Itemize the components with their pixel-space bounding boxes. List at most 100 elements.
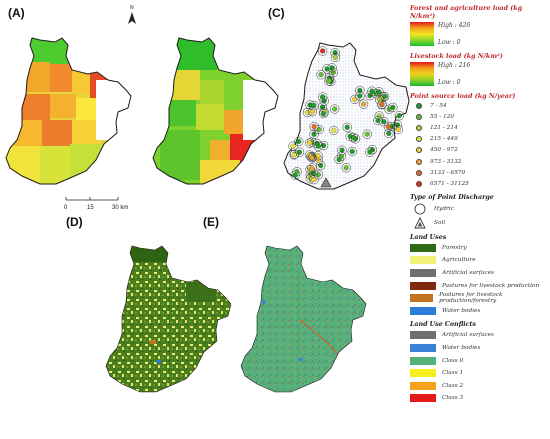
hydric-discharge-ring [290,170,300,180]
hydric-discharge-ring [317,92,328,102]
hydric-discharge-ring [309,129,319,139]
point-source-marker [390,104,396,110]
point-source-marker [352,136,359,142]
point-source-marker [352,96,358,102]
land-use-row: Pastures for livestock production/forest… [410,292,548,305]
hydric-discharge-ring [289,150,299,160]
hydric-discharge-ring [307,153,317,163]
point-source-marker [375,118,381,124]
land-use-row: Water bodies [410,304,548,317]
point-source-marker [320,48,326,54]
conflict-label: Class 3 [442,395,464,402]
hydric-discharge-ring [294,136,304,147]
hydric-discharge-ring [394,111,404,121]
hydric-discharge-ring [377,99,387,109]
point-source-marker [311,124,317,130]
north-arrow-icon [128,12,136,24]
land-use-label: Water bodies [442,307,481,314]
hydric-discharge-ring [379,91,390,102]
point-class-dot [416,102,422,109]
discharge-hydric-label: Hydric [434,205,454,212]
point-source-marker [331,127,337,133]
point-source-marker [315,143,321,149]
point-class-label: 7 - 54 [430,102,447,109]
land-use-label: Agriculture [442,257,476,264]
hydric-discharge-ring [350,134,361,144]
conflict-swatch [410,381,436,390]
conflict-swatch [410,394,436,403]
land-use-row: Artificial surfaces [410,267,548,280]
point-discharge-markers [288,46,404,188]
point-source-marker [349,148,355,155]
point-source-marker [290,143,296,149]
hydric-discharge-ring [365,147,375,157]
point-source-marker [394,122,401,128]
point-source-marker [332,106,338,112]
land-uses-legend-title: Land Uses [410,233,447,241]
point-source-marker [307,140,313,146]
land-use-row: Forestry [410,242,548,255]
panel-label-d: (D) [66,215,83,229]
land-use-label: Artificial surfaces [442,269,494,276]
point-class-row: 215 - 449 [416,134,548,145]
discharge-soil-row: Soil [414,216,548,230]
discharge-soil-label: Soil [434,219,446,226]
conflict-label: Water bodies [442,344,481,351]
hydric-discharge-ring [341,163,351,173]
hydric-discharge-ring [347,146,357,157]
point-class-dot [416,113,422,120]
conflict-label: Class 0 [442,357,464,364]
discharge-hydric-row: Hydric [414,202,548,216]
hydric-discharge-ring [367,145,378,155]
hydric-discharge-ring [358,99,369,109]
maps-canvas: N 0 15 30 km [5,5,410,393]
point-source-marker [324,66,330,72]
point-source-marker [292,172,298,178]
point-class-row: 7 - 54 [416,100,548,111]
point-source-marker [311,131,317,137]
point-source-marker [344,124,350,130]
point-source-marker [318,72,324,78]
hydric-discharge-ring [307,163,317,173]
point-source-marker [369,88,375,94]
point-class-row: 121 - 214 [416,122,548,133]
hydric-discharge-ring [305,164,315,175]
land-use-row: Agriculture [410,254,548,267]
livestock-high: High : 216 [438,62,471,69]
livestock-legend-title: Livestock load (kg N/km²) [410,52,503,60]
point-source-marker [343,165,349,171]
point-source-marker [320,94,326,100]
land-use-label: Forestry [442,244,467,251]
point-source-marker [395,126,401,133]
point-class-dot [416,180,422,187]
conflict-row: Artificial surfaces [410,329,548,342]
point-class-dot [416,147,422,154]
hydric-discharge-ring [373,115,383,126]
hydric-discharge-ring [317,46,328,56]
point-source-marker [386,130,392,136]
conflict-swatch [410,369,436,378]
point-source-marker [336,156,342,163]
map-legend: Forest and agriculture load (kg N/km²) H… [410,4,548,405]
soil-discharge-marker [320,177,332,188]
conflict-row: Class 0 [410,354,548,367]
hydric-discharge-ring [324,76,334,86]
conflict-label: Artificial surfaces [442,332,494,339]
hydric-discharge-ring [334,154,344,165]
forest-agri-low: Low : 0 [438,39,461,46]
hydric-discharge-ring [371,89,382,99]
hydric-discharge-ring [329,125,339,136]
land-use-swatch [410,243,436,252]
point-class-label: 121 - 214 [430,124,458,131]
land-use-label: Pastures for livestock production [442,282,540,289]
conflict-swatch [410,356,436,365]
point-class-dot [416,169,422,176]
hydric-discharge-ring [322,64,332,74]
point-source-marker [379,101,385,107]
point-source-marker [332,50,338,56]
point-source-marker [367,149,373,155]
discharge-legend-title: Type of Point Discharge [410,193,494,201]
forest-agri-color-ramp [410,22,434,46]
hydric-discharge-ring [345,131,355,141]
point-class-row: 3133 - 6570 [416,167,548,178]
